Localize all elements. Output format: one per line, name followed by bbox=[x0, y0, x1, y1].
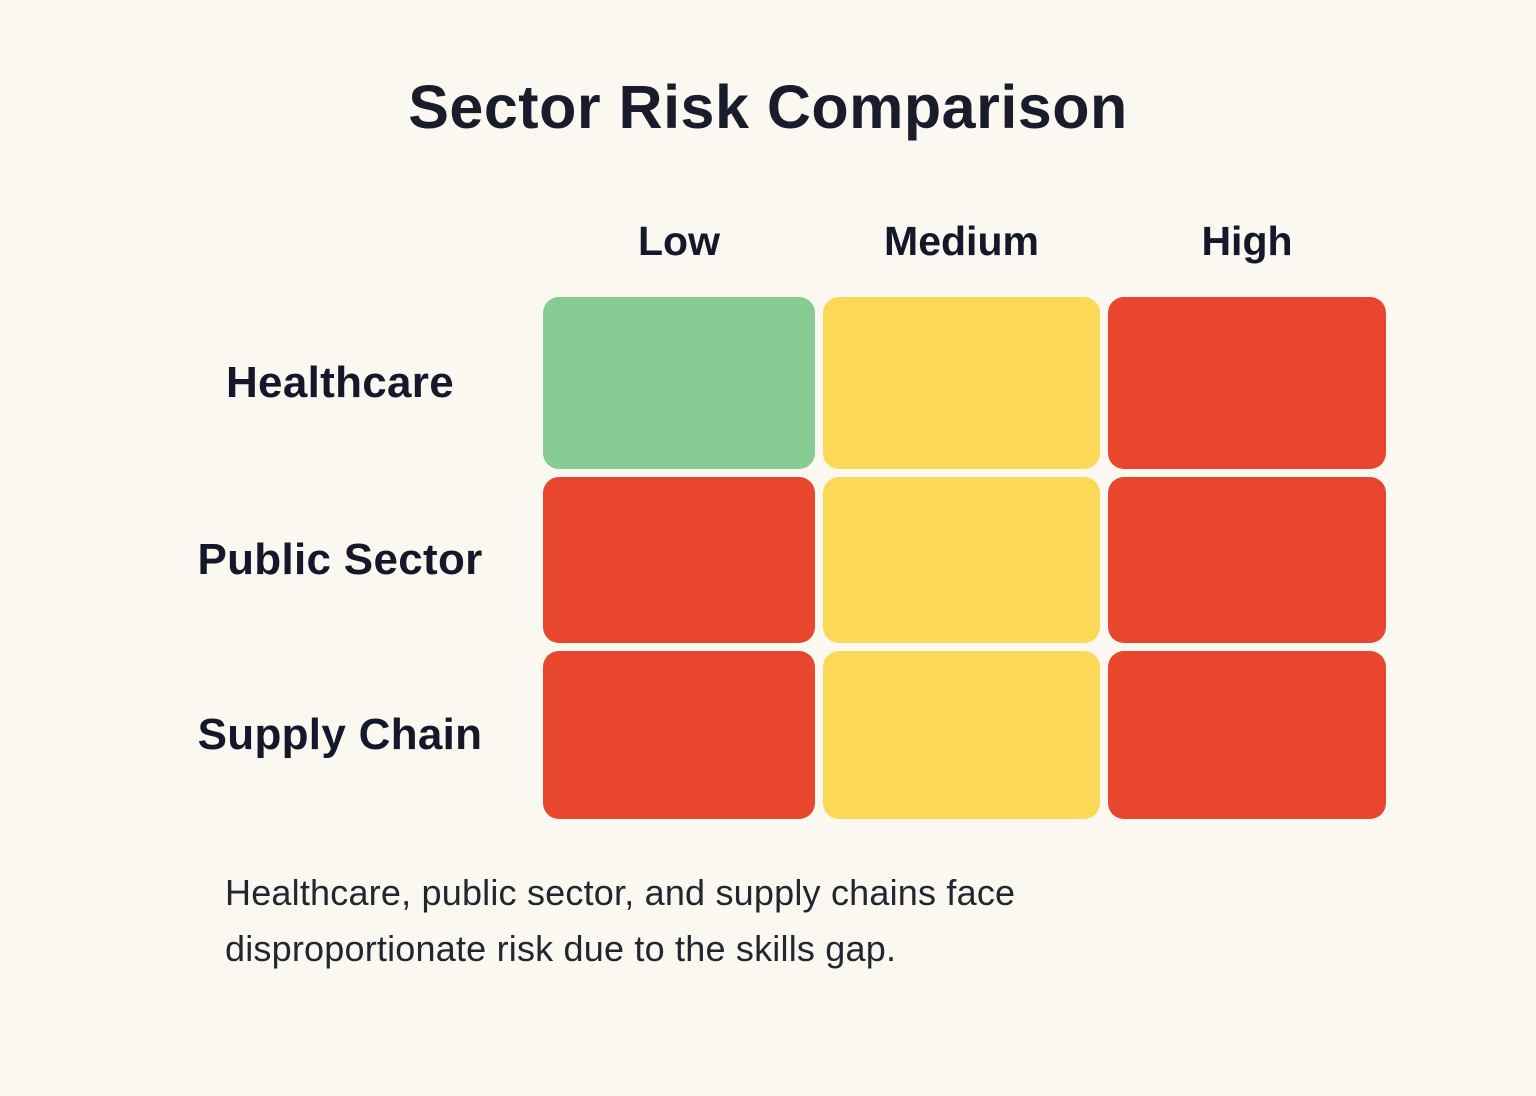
column-header-high: High bbox=[1201, 218, 1293, 264]
risk-cell-public-sector-low bbox=[543, 477, 815, 643]
row-label-supply-chain: Supply Chain bbox=[197, 710, 483, 759]
risk-matrix: Low Medium High Healthcare Public Sector… bbox=[145, 218, 1536, 819]
column-header-low: Low bbox=[638, 218, 720, 264]
risk-cell-supply-chain-low bbox=[543, 651, 815, 819]
row-label-healthcare: Healthcare bbox=[225, 358, 454, 407]
risk-cell-supply-chain-high bbox=[1108, 651, 1386, 819]
corner-spacer bbox=[145, 218, 535, 265]
row-label-public-sector: Public Sector bbox=[197, 535, 483, 584]
risk-cell-supply-chain-medium bbox=[823, 651, 1100, 819]
risk-cell-healthcare-low bbox=[543, 297, 815, 469]
page-title: Sector Risk Comparison bbox=[408, 73, 1128, 141]
risk-cell-public-sector-medium bbox=[823, 477, 1100, 643]
chart-caption: Healthcare, public sector, and supply ch… bbox=[225, 872, 1016, 969]
risk-cell-healthcare-medium bbox=[823, 297, 1100, 469]
matrix-body: Healthcare Public Sector Supply Chain bbox=[145, 297, 1536, 819]
risk-cell-healthcare-high bbox=[1108, 297, 1386, 469]
column-header-row: Low Medium High bbox=[145, 218, 1536, 265]
risk-cell-public-sector-high bbox=[1108, 477, 1386, 643]
column-header-medium: Medium bbox=[884, 218, 1039, 264]
